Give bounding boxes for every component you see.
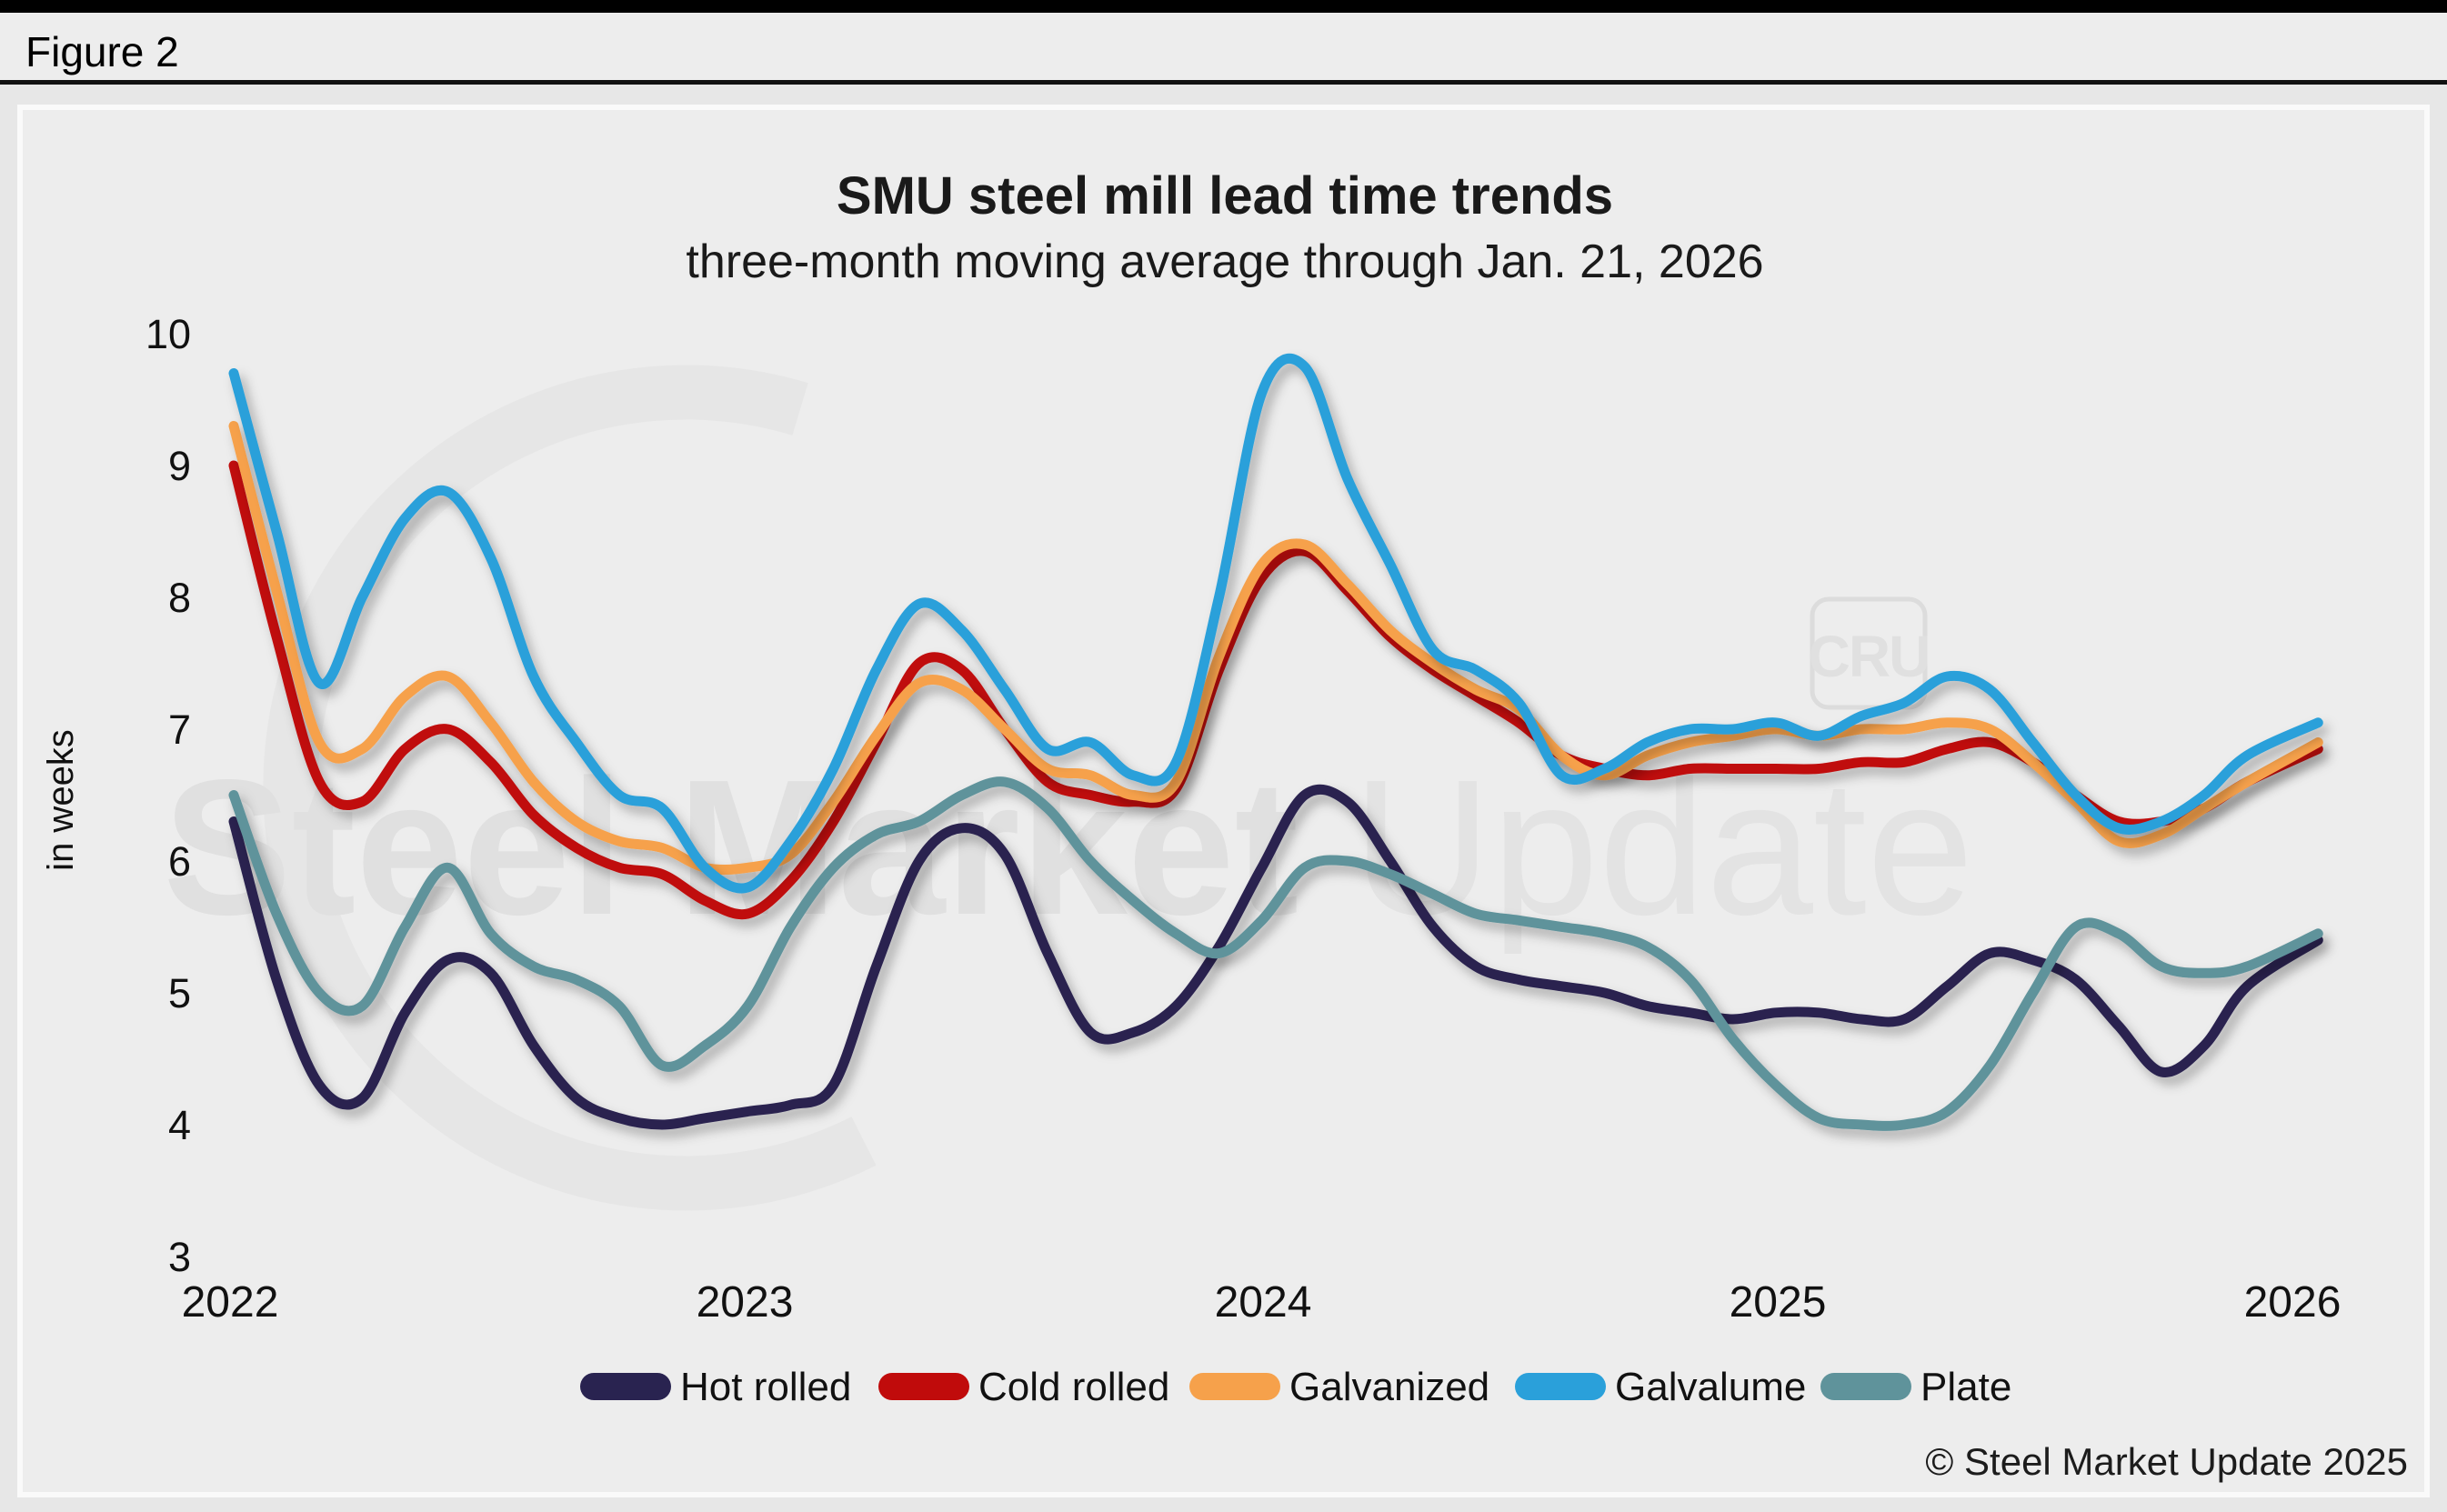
y-tick-4: 4 [168, 1102, 191, 1148]
series-line-galvanized [228, 421, 2323, 876]
y-tick-7: 7 [168, 706, 191, 753]
chart-panel [17, 105, 2430, 1497]
chart-title: SMU steel mill lead time trends [837, 166, 1613, 225]
swoosh-logo-watermark [263, 365, 877, 1211]
x-tick-2025: 2025 [1730, 1278, 1827, 1327]
x-tick-2023: 2023 [697, 1278, 794, 1327]
series-line-galvalume [228, 353, 2323, 894]
header-divider [0, 80, 2447, 85]
top-black-bar [0, 0, 2447, 13]
legend-label-plate: Plate [1920, 1365, 2011, 1409]
series-lines [228, 353, 2323, 1131]
legend: Hot rolled Cold rolled Galvanized Galval… [580, 1365, 2011, 1409]
x-axis-ticks: 2022 2023 2024 2025 2026 [182, 1278, 2342, 1327]
figure-label: Figure 2 [25, 28, 179, 75]
y-tick-9: 9 [168, 443, 191, 489]
x-tick-2026: 2026 [2244, 1278, 2342, 1327]
x-tick-2022: 2022 [182, 1278, 279, 1327]
legend-label-cold-rolled: Cold rolled [978, 1365, 1169, 1409]
legend-label-galvalume: Galvalume [1615, 1365, 1806, 1409]
series-line-plate [228, 776, 2323, 1131]
y-tick-3: 3 [168, 1234, 191, 1280]
y-tick-6: 6 [168, 838, 191, 885]
y-tick-8: 8 [168, 575, 191, 621]
y-tick-10: 10 [145, 311, 191, 357]
cru-logo-box [1810, 596, 1928, 710]
series-line-hot-rolled [228, 784, 2323, 1130]
cru-logo-text: CRU [1809, 624, 1930, 689]
legend-label-galvanized: Galvanized [1289, 1365, 1489, 1409]
y-tick-5: 5 [168, 970, 191, 1016]
x-tick-2024: 2024 [1215, 1278, 1312, 1327]
legend-swatch-galvanized [1189, 1373, 1280, 1400]
legend-label-hot-rolled: Hot rolled [680, 1365, 851, 1409]
legend-swatch-hot-rolled [580, 1373, 671, 1400]
legend-swatch-galvalume [1515, 1373, 1606, 1400]
legend-swatch-plate [1820, 1373, 1911, 1400]
figure-header: Figure 2 [0, 13, 2447, 80]
legend-swatch-cold-rolled [878, 1373, 969, 1400]
y-axis-label: in weeks [41, 729, 81, 871]
copyright-note: © Steel Market Update 2025 [1925, 1440, 2408, 1483]
chart-subtitle: three-month moving average through Jan. … [686, 235, 1763, 288]
y-axis-ticks: 10 9 8 7 6 5 4 3 [145, 311, 191, 1280]
